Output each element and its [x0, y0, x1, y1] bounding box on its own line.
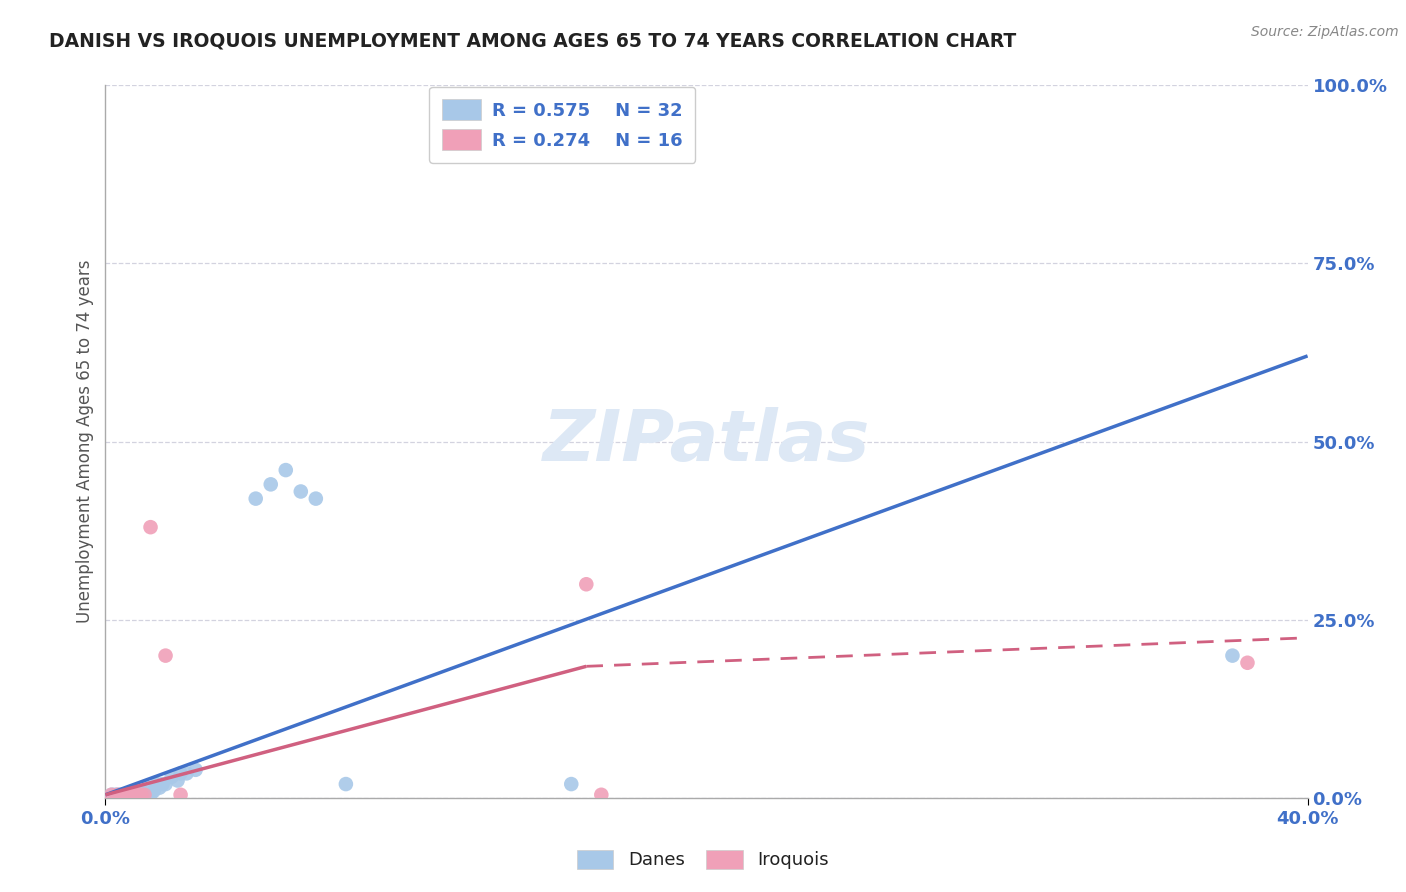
Point	[134, 788, 156, 802]
Point	[121, 788, 143, 802]
Point	[107, 788, 129, 802]
Text: Source: ZipAtlas.com: Source: ZipAtlas.com	[1251, 25, 1399, 39]
Legend: R = 0.575    N = 32, R = 0.274    N = 16: R = 0.575 N = 32, R = 0.274 N = 16	[429, 87, 696, 162]
Point	[115, 788, 138, 802]
Point	[176, 766, 198, 780]
Point	[134, 788, 156, 802]
Point	[142, 784, 165, 798]
Point	[560, 777, 582, 791]
Point	[152, 777, 174, 791]
Point	[107, 788, 129, 802]
Point	[160, 770, 183, 784]
Point	[139, 520, 162, 534]
Point	[110, 788, 132, 802]
Point	[1236, 656, 1258, 670]
Point	[128, 788, 150, 802]
Point	[290, 484, 312, 499]
Point	[184, 763, 207, 777]
Point	[136, 780, 159, 795]
Legend: Danes, Iroquois: Danes, Iroquois	[568, 840, 838, 879]
Point	[148, 780, 170, 795]
Y-axis label: Unemployment Among Ages 65 to 74 years: Unemployment Among Ages 65 to 74 years	[76, 260, 94, 624]
Point	[112, 788, 135, 802]
Point	[245, 491, 267, 506]
Point	[115, 788, 138, 802]
Point	[128, 788, 150, 802]
Point	[100, 788, 122, 802]
Text: DANISH VS IROQUOIS UNEMPLOYMENT AMONG AGES 65 TO 74 YEARS CORRELATION CHART: DANISH VS IROQUOIS UNEMPLOYMENT AMONG AG…	[49, 31, 1017, 50]
Point	[335, 777, 357, 791]
Point	[131, 788, 153, 802]
Point	[155, 777, 177, 791]
Point	[166, 773, 188, 788]
Point	[274, 463, 297, 477]
Point	[305, 491, 328, 506]
Point	[118, 788, 141, 802]
Point	[575, 577, 598, 591]
Point	[124, 784, 146, 798]
Point	[124, 788, 146, 802]
Point	[121, 788, 143, 802]
Text: ZIPatlas: ZIPatlas	[543, 407, 870, 476]
Point	[155, 648, 177, 663]
Point	[131, 784, 153, 798]
Point	[145, 777, 167, 791]
Point	[112, 788, 135, 802]
Point	[260, 477, 283, 491]
Point	[169, 788, 191, 802]
Point	[591, 788, 613, 802]
Point	[139, 788, 162, 802]
Point	[1222, 648, 1244, 663]
Point	[169, 766, 191, 780]
Point	[103, 788, 125, 802]
Point	[118, 788, 141, 802]
Point	[100, 788, 122, 802]
